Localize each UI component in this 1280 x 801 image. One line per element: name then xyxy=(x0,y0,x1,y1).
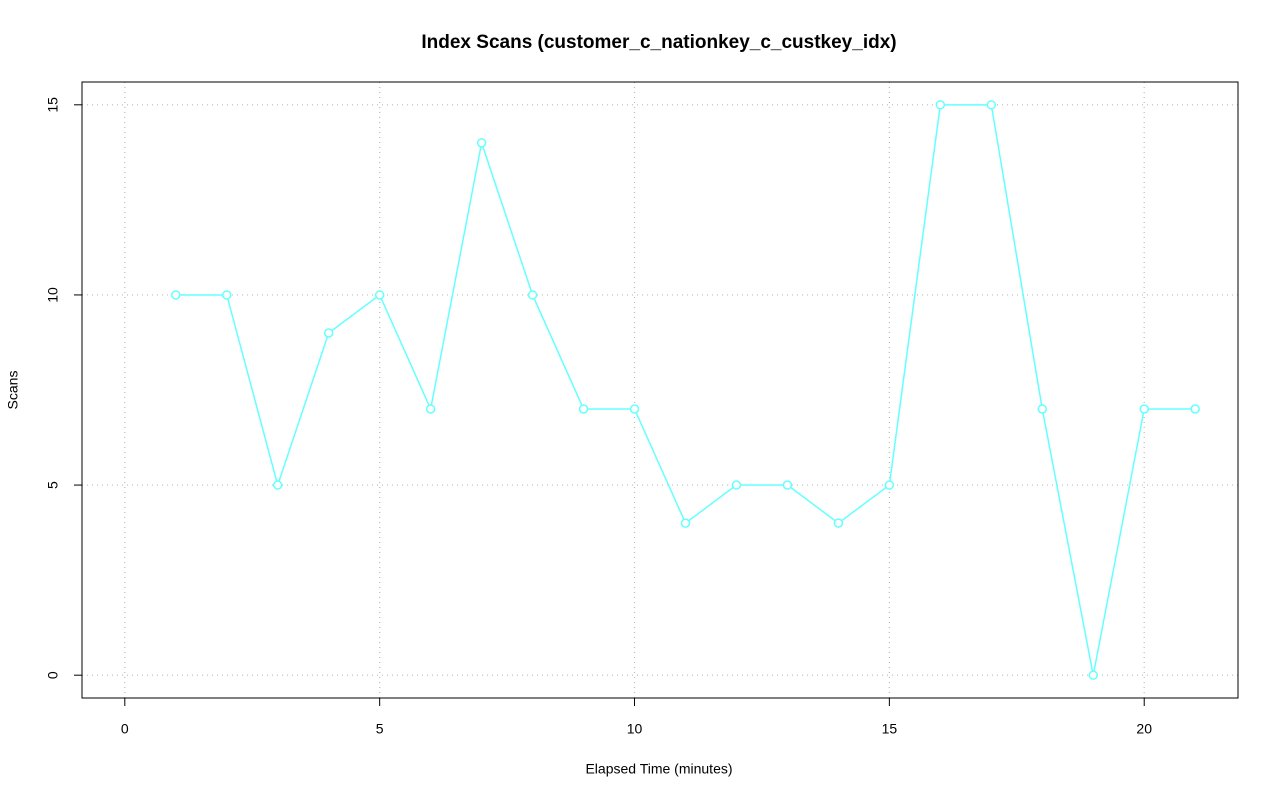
y-tick-label: 5 xyxy=(45,481,61,489)
y-axis-label: Scans xyxy=(5,371,21,410)
x-tick-label: 5 xyxy=(376,721,384,737)
data-point xyxy=(374,290,385,300)
data-point xyxy=(629,404,640,414)
x-tick-label: 10 xyxy=(627,721,643,737)
chart-title: Index Scans (customer_c_nationkey_c_cust… xyxy=(421,32,896,53)
plot-frame xyxy=(81,81,1239,699)
x-tick-label: 15 xyxy=(882,721,898,737)
data-point xyxy=(1190,404,1200,414)
data-point xyxy=(171,290,181,300)
data-point xyxy=(476,138,487,148)
data-line xyxy=(175,104,1196,676)
data-point xyxy=(1037,404,1048,414)
data-point xyxy=(222,290,232,300)
data-point xyxy=(578,404,589,414)
data-point xyxy=(935,100,946,110)
y-tick-label: 15 xyxy=(45,97,61,113)
x-tick-label: 20 xyxy=(1136,721,1152,737)
data-point xyxy=(425,404,436,414)
data-point xyxy=(833,518,844,528)
data-point xyxy=(884,480,895,490)
data-point xyxy=(986,100,997,110)
data-point xyxy=(527,290,538,300)
data-point xyxy=(1139,404,1149,414)
y-tick-label: 0 xyxy=(45,671,61,679)
y-tick-label: 10 xyxy=(45,287,61,303)
data-point xyxy=(782,480,793,490)
data-point xyxy=(1088,670,1098,680)
data-point xyxy=(731,480,742,490)
x-tick-label: 0 xyxy=(121,721,129,737)
data-point xyxy=(323,328,334,338)
x-axis-label: Elapsed Time (minutes) xyxy=(585,761,732,777)
data-point xyxy=(680,518,691,528)
data-point xyxy=(272,480,283,490)
